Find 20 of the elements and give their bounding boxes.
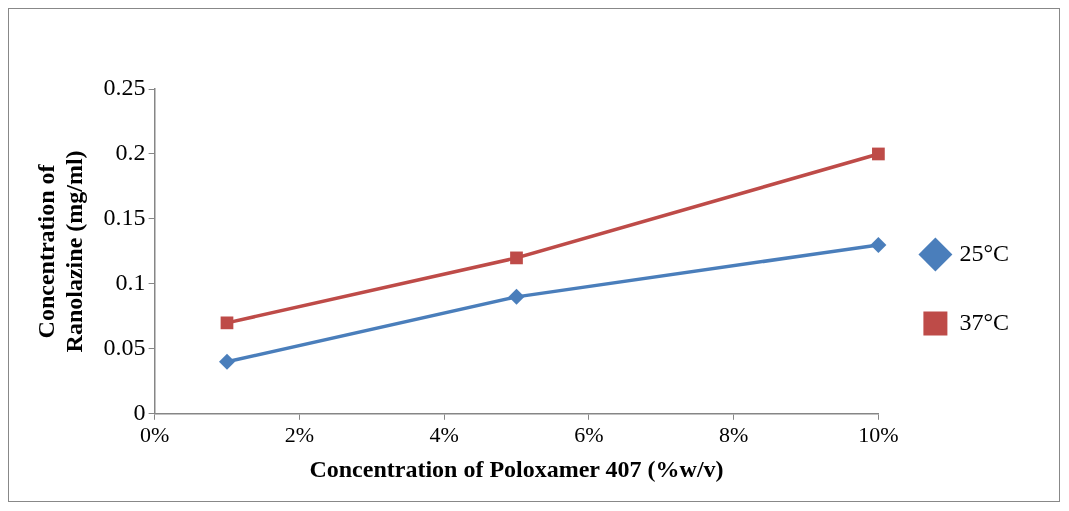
x-tick-label: 10%	[858, 421, 899, 447]
y-tick-label: 0.05	[103, 334, 146, 361]
legend-label: 25°C	[959, 239, 1009, 266]
point	[220, 316, 234, 330]
y-axis-title: Concentration of Ranolazine (mg/ml)	[32, 150, 88, 353]
y-tick-label: 0.25	[103, 74, 146, 101]
x-tick-label: 4%	[429, 421, 459, 447]
y-tick-label: 0.2	[115, 139, 146, 166]
point	[872, 147, 885, 161]
point	[510, 251, 523, 265]
x-tick-label: 8%	[718, 421, 749, 447]
point	[508, 288, 525, 305]
point	[218, 353, 235, 370]
x-axis-title: Concentration of Poloxamer 407 (%w/v)	[309, 455, 724, 482]
x-tick-label: 6%	[574, 421, 604, 447]
y-tick-label: 0.1	[115, 269, 146, 296]
y-tick-label: 0.15	[103, 204, 146, 231]
point	[870, 236, 887, 253]
legend-label: 37°C	[959, 308, 1009, 335]
x-tick-label: 2%	[284, 421, 315, 447]
